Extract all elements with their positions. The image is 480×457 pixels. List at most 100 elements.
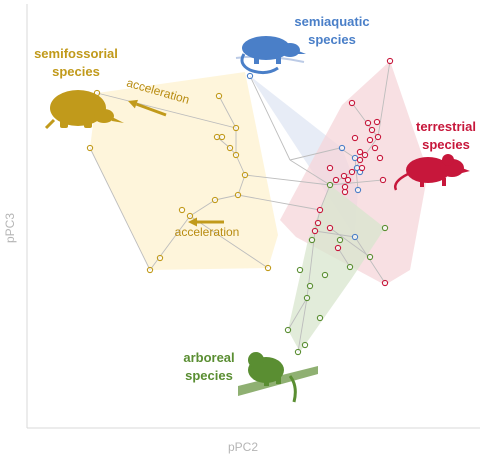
tree-branch (364, 136, 379, 156)
arboreal-point (326, 181, 334, 189)
tree-branch (249, 75, 291, 161)
terrestrial-point (340, 172, 348, 180)
terrestrial-point (364, 119, 372, 127)
semifossorial-label-line: species (52, 64, 100, 79)
semiaquatic-animal-icon (235, 36, 306, 75)
semifossorial-point (146, 266, 154, 274)
tree-branch (244, 174, 331, 186)
arboreal-point (296, 266, 304, 274)
semifossorial-point (226, 144, 234, 152)
semifossorial-hull (90, 72, 278, 270)
terrestrial-animal-icon (394, 154, 470, 191)
terrestrial-label-line: species (422, 137, 470, 152)
tree-branch (289, 147, 341, 161)
axes: pPC2 pPC3 (3, 4, 480, 454)
acceleration-arrow-head (128, 99, 139, 109)
tree-branch (329, 171, 353, 186)
terrestrial-point (311, 227, 319, 235)
tree-branch (289, 159, 331, 186)
arboreal-point (366, 253, 374, 261)
terrestrial-point (366, 136, 374, 144)
tree-branch (329, 227, 371, 258)
semiaquatic-label-line: species (308, 32, 356, 47)
terrestrial-point (348, 99, 356, 107)
semifossorial-point (213, 133, 221, 141)
tree-branch (189, 215, 269, 269)
group-labels: semifossorial species semiaquatic species te… (34, 14, 476, 383)
semifossorial-label-line: semifossorial (34, 46, 118, 61)
tree-branch (237, 194, 321, 211)
terrestrial-point (326, 164, 334, 172)
arboreal-point (336, 236, 344, 244)
semifossorial-point (186, 212, 194, 220)
arboreal-point (346, 263, 354, 271)
terrestrial-point (351, 134, 359, 142)
terrestrial-point (341, 188, 349, 196)
semiaquatic-point (354, 186, 362, 194)
tree-branch (314, 230, 356, 238)
semifossorial-point (156, 254, 164, 262)
semifossorial-point (86, 144, 94, 152)
terrestrial-point (374, 133, 382, 141)
terrestrial-point (344, 176, 352, 184)
tree-branch (214, 194, 239, 201)
tree-branch (149, 215, 191, 271)
terrestrial-point (379, 176, 387, 184)
terrestrial-point (332, 176, 340, 184)
terrestrial-point (376, 154, 384, 162)
tree-branch (377, 60, 391, 138)
semifossorial-point (211, 196, 219, 204)
semifossorial-point (178, 206, 186, 214)
arboreal-point (321, 271, 329, 279)
tree-branch (96, 92, 237, 129)
tree-branch (89, 147, 151, 271)
tree-branch (354, 157, 359, 191)
semifossorial-point (218, 133, 226, 141)
tree-branch (218, 95, 237, 129)
arboreal-point (284, 326, 292, 334)
arboreal-point (308, 236, 316, 244)
tree-branch (235, 154, 246, 176)
terrestrial-label-line: terrestrial (416, 119, 476, 134)
semiaquatic-label-line: semiaquatic (294, 14, 369, 29)
convex-hulls (90, 61, 428, 352)
arboreal-point (303, 294, 311, 302)
terrestrial-point (326, 224, 334, 232)
terrestrial-point (316, 206, 324, 214)
semifossorial-point (232, 124, 240, 132)
terrestrial-point (356, 156, 364, 164)
semifossorial-animal-icon (44, 90, 124, 130)
acceleration-arrow-shaft (135, 102, 167, 117)
terrestrial-point (386, 57, 394, 65)
arboreal-point (306, 282, 314, 290)
data-points (86, 57, 394, 356)
arboreal-animal-icon (238, 352, 318, 403)
arboreal-label-line: species (185, 368, 233, 383)
terrestrial-point (341, 183, 349, 191)
semifossorial-point (215, 92, 223, 100)
arboreal-point (301, 341, 309, 349)
tree-branch (189, 199, 216, 217)
tree-branch (329, 179, 384, 186)
semifossorial-point (264, 264, 272, 272)
tree-branch (319, 184, 331, 211)
terrestrial-point (348, 168, 356, 176)
terrestrial-point (371, 144, 379, 152)
terrestrial-point (368, 126, 376, 134)
y-axis-label: pPC3 (3, 213, 17, 243)
terrestrial-point (356, 148, 364, 156)
terrestrial-point (334, 244, 342, 252)
terrestrial-point (373, 118, 381, 126)
tree-branch (337, 247, 351, 268)
tree-branch (297, 297, 308, 353)
arboreal-point (294, 348, 302, 356)
species-icons (44, 36, 470, 403)
arboreal-label-line: arboreal (183, 350, 234, 365)
semiaquatic-point (246, 72, 254, 80)
arboreal-point (316, 314, 324, 322)
arboreal-point (381, 224, 389, 232)
x-axis-label: pPC2 (228, 440, 258, 454)
semiaquatic-point (338, 144, 346, 152)
semifossorial-point (232, 151, 240, 159)
